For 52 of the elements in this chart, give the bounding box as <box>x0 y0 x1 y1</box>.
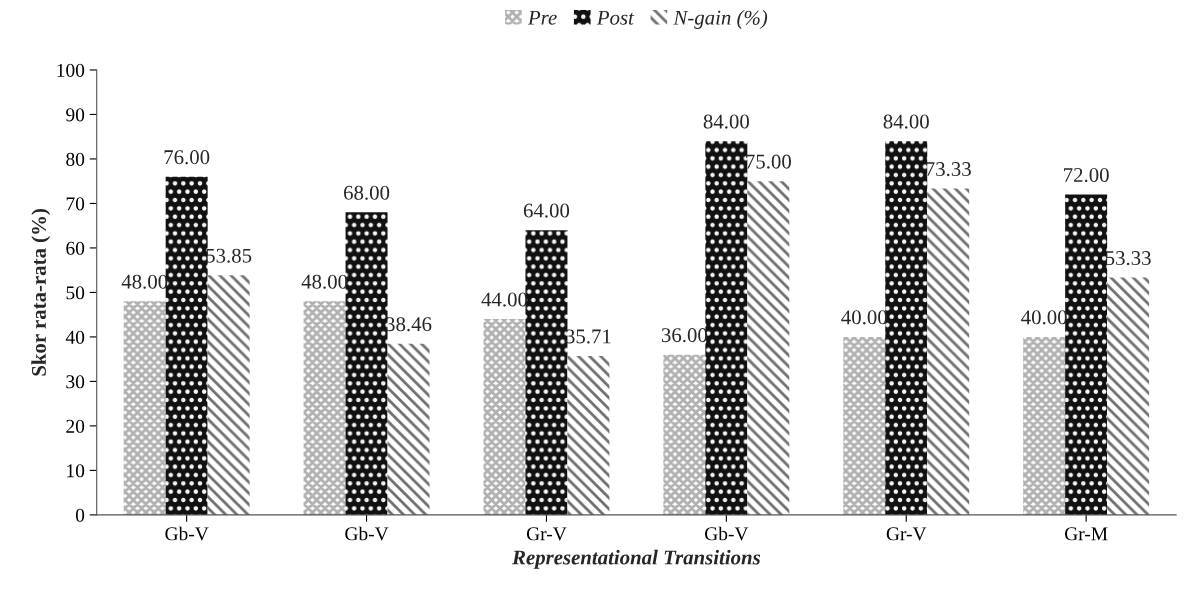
y-tick-label: 80 <box>66 152 85 166</box>
data-label: 75.00 <box>746 154 791 169</box>
bar <box>207 275 250 515</box>
y-tick-label: 30 <box>66 375 85 389</box>
bar <box>567 356 610 515</box>
bar <box>387 343 430 515</box>
data-label: 40.00 <box>1021 310 1067 325</box>
y-tick-label: 0 <box>75 508 85 522</box>
x-tick-label: Gr-V <box>886 527 927 541</box>
data-label: 73.33 <box>926 162 971 177</box>
y-tick-label: 40 <box>65 330 85 344</box>
bar <box>705 141 748 515</box>
x-axis-title: Representational Transitions <box>512 549 761 569</box>
data-label: 68.00 <box>344 185 390 200</box>
bar <box>1023 336 1066 515</box>
data-label: 48.00 <box>121 274 168 289</box>
data-label: 84.00 <box>703 114 749 129</box>
y-tick-label: 70 <box>66 197 85 211</box>
x-tick-label: Gr-M <box>1064 527 1108 541</box>
bar <box>747 181 790 515</box>
y-axis-title: Skor rata-rata (%) <box>31 209 51 376</box>
data-label: 44.00 <box>481 292 528 307</box>
y-tick-label: 100 <box>57 63 85 77</box>
legend-label: N-gain (%) <box>673 10 768 29</box>
x-tick-label: Gb-V <box>345 526 389 541</box>
data-label: 84.00 <box>883 114 929 129</box>
x-tick-label: Gb-V <box>705 526 749 541</box>
bar <box>525 230 568 515</box>
bar <box>843 336 886 515</box>
legend-label: Post <box>596 10 635 25</box>
y-tick-label: 10 <box>67 464 85 478</box>
data-label: 64.00 <box>523 203 570 218</box>
y-tick-label: 90 <box>66 108 85 122</box>
bar <box>483 319 526 515</box>
legend-label: Pre <box>527 10 557 25</box>
bar <box>927 188 970 515</box>
bar <box>1107 277 1150 515</box>
x-tick-label: Gr-V <box>526 527 567 541</box>
bar <box>885 141 928 515</box>
bar <box>1065 194 1108 515</box>
bar <box>345 212 388 515</box>
data-label: 76.00 <box>164 150 210 165</box>
data-label: 38.46 <box>386 317 432 332</box>
y-tick-label: 60 <box>66 241 85 255</box>
bar <box>123 301 166 515</box>
data-label: 72.00 <box>1064 167 1109 183</box>
x-tick-label: Gb-V <box>165 526 209 541</box>
bar <box>303 301 346 515</box>
data-label: 35.71 <box>565 329 611 344</box>
y-tick-label: 50 <box>66 286 85 300</box>
bar <box>663 354 706 515</box>
y-tick-label: 20 <box>66 419 85 433</box>
